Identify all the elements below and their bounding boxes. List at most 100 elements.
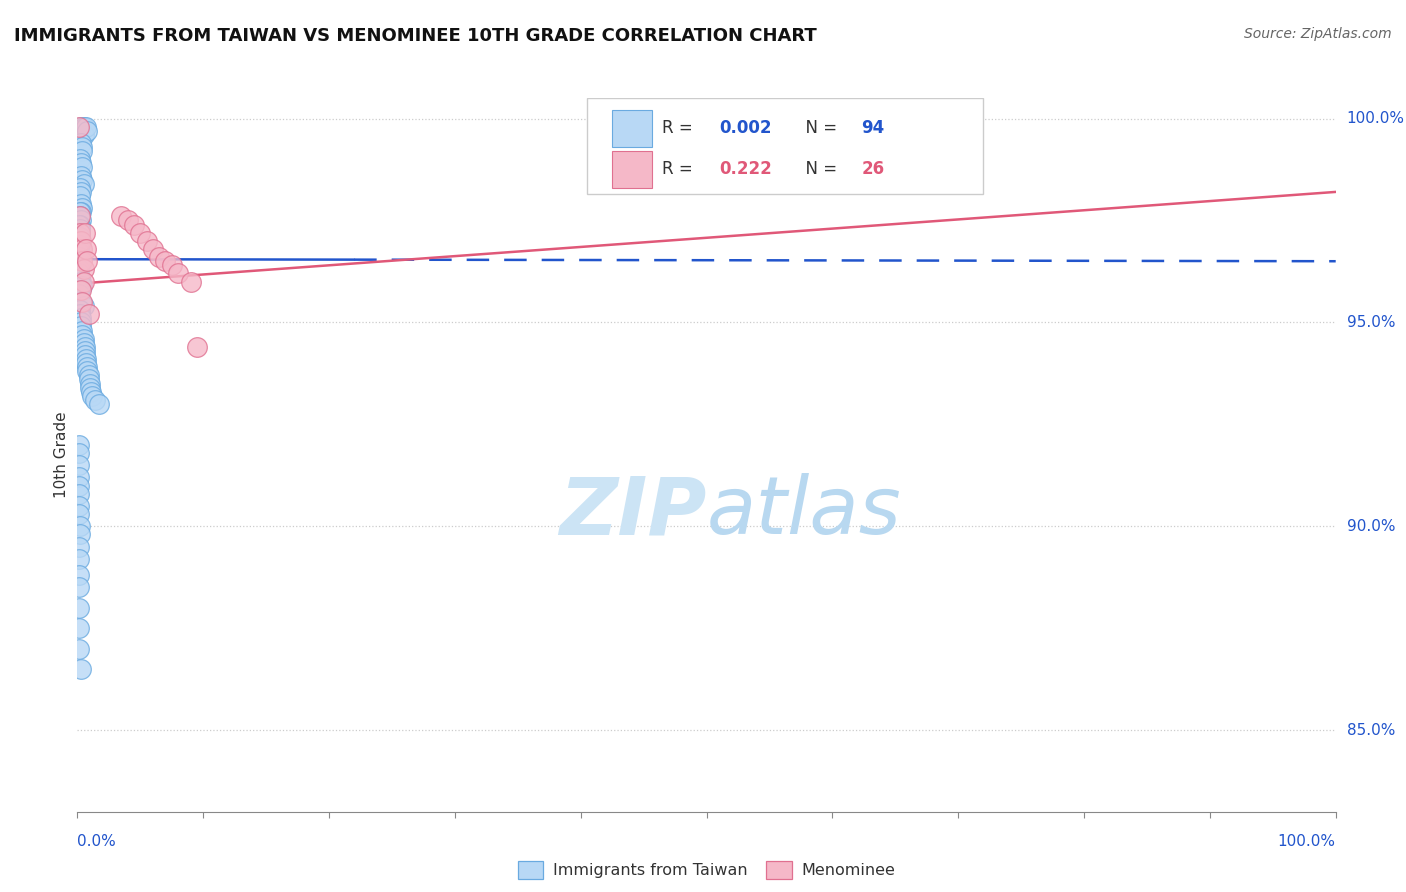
Point (67, 458, 90, 472)
Point (69, 270, 91, 285)
Point (69, 246, 91, 260)
Point (160, 258, 183, 272)
Point (67, 283, 90, 297)
Point (67, 120, 90, 134)
Point (67, 446, 90, 460)
Point (67, 262, 90, 277)
Point (77, 368, 100, 383)
Point (67, 246, 90, 260)
Text: 85.0%: 85.0% (1347, 723, 1395, 738)
Point (73, 348, 96, 362)
Point (167, 267, 190, 281)
Point (186, 340, 208, 354)
Point (72, 254, 94, 268)
Point (69, 307, 91, 321)
Text: Source: ZipAtlas.com: Source: ZipAtlas.com (1244, 27, 1392, 41)
Point (70, 136, 93, 150)
Point (70, 156, 93, 170)
Point (148, 250, 170, 264)
Point (69, 234, 91, 248)
Point (79, 381, 101, 395)
Point (72, 332, 94, 346)
Point (69, 238, 91, 252)
Text: 94: 94 (862, 120, 884, 137)
Point (73, 226, 96, 240)
Point (69, 189, 91, 203)
Point (69, 229, 91, 244)
Point (67, 621, 90, 635)
Point (77, 372, 100, 386)
Point (76, 254, 98, 268)
Legend: Immigrants from Taiwan, Menominee: Immigrants from Taiwan, Menominee (512, 855, 901, 886)
Point (67, 470, 90, 484)
Text: IMMIGRANTS FROM TAIWAN VS MENOMINEE 10TH GRADE CORRELATION CHART: IMMIGRANTS FROM TAIWAN VS MENOMINEE 10TH… (14, 27, 817, 45)
Point (72, 324, 94, 338)
Point (76, 360, 98, 375)
Point (70, 311, 93, 326)
Point (72, 140, 94, 154)
Text: 95.0%: 95.0% (1347, 315, 1395, 330)
Point (67, 486, 90, 500)
Point (67, 234, 90, 248)
Point (155, 254, 177, 268)
Point (110, 210, 132, 224)
Text: 0.0%: 0.0% (77, 834, 117, 849)
Point (72, 201, 94, 215)
Point (67, 254, 90, 268)
Point (122, 218, 145, 232)
Point (70, 213, 93, 227)
Point (69, 527, 91, 541)
Point (72, 144, 94, 158)
Point (67, 238, 90, 252)
Point (69, 205, 91, 219)
Point (70, 662, 93, 676)
Point (76, 364, 98, 378)
Point (72, 327, 94, 342)
Point (70, 275, 93, 289)
Point (70, 283, 93, 297)
Point (72, 172, 94, 186)
Point (70, 319, 93, 334)
Point (67, 581, 90, 595)
Point (67, 242, 90, 256)
Point (72, 128, 94, 142)
Point (69, 210, 91, 224)
Point (75, 242, 97, 256)
Point (67, 229, 90, 244)
Point (70, 315, 93, 329)
Point (72, 177, 94, 191)
Point (77, 307, 100, 321)
Point (67, 250, 90, 264)
Point (67, 286, 90, 301)
Point (67, 218, 90, 232)
Point (142, 242, 165, 256)
Point (69, 153, 91, 167)
Text: R =: R = (662, 161, 699, 178)
Point (69, 250, 91, 264)
FancyBboxPatch shape (586, 98, 983, 194)
Point (72, 161, 94, 175)
Point (73, 343, 96, 358)
Point (67, 242, 90, 256)
Point (67, 641, 90, 656)
Point (72, 120, 94, 134)
Text: atlas: atlas (707, 473, 901, 551)
Point (72, 262, 94, 277)
Point (67, 499, 90, 513)
Point (180, 275, 202, 289)
FancyBboxPatch shape (612, 110, 652, 147)
Point (72, 242, 94, 256)
Point (73, 340, 96, 354)
Point (67, 600, 90, 615)
Y-axis label: 10th Grade: 10th Grade (53, 411, 69, 499)
Text: N =: N = (794, 161, 842, 178)
Point (79, 376, 101, 391)
Point (67, 438, 90, 452)
Text: ZIP: ZIP (560, 473, 707, 551)
Point (69, 221, 91, 235)
Point (70, 169, 93, 183)
Point (72, 278, 94, 293)
Text: 90.0%: 90.0% (1347, 519, 1395, 533)
Point (69, 258, 91, 272)
Point (69, 226, 91, 240)
